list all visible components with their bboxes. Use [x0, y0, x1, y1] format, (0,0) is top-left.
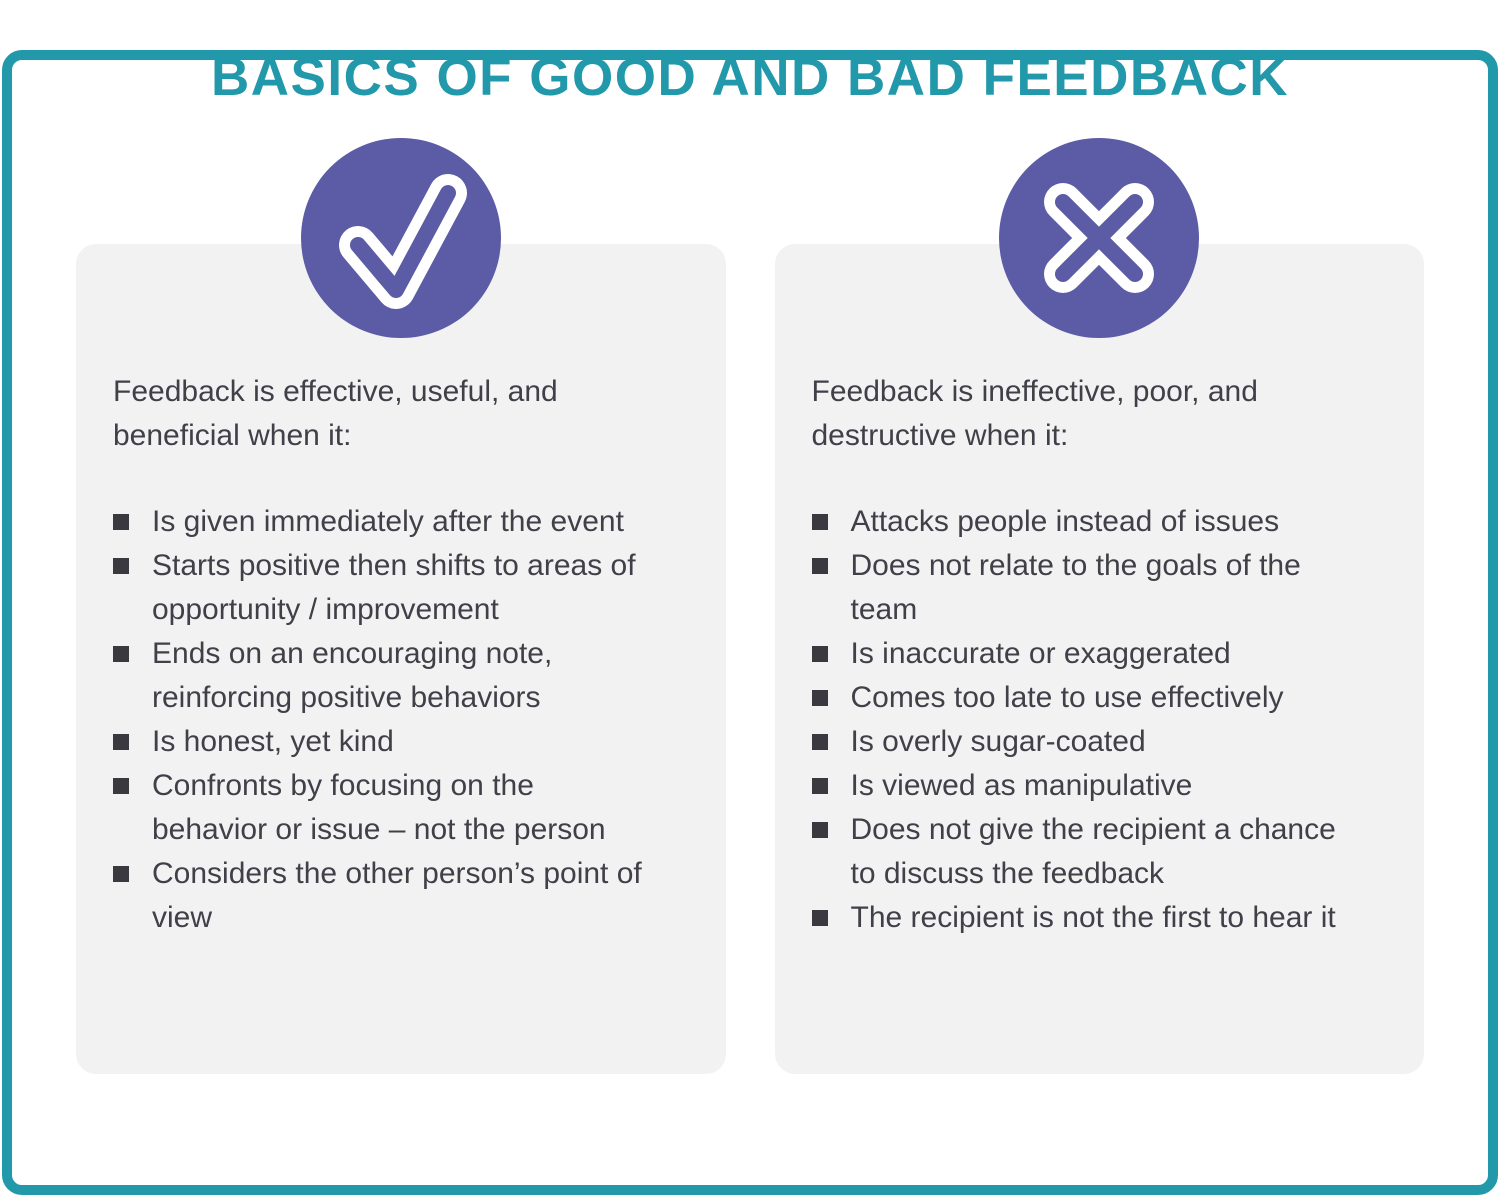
list-item: Is honest, yet kind	[113, 720, 686, 764]
list-item-text: Is honest, yet kind	[152, 725, 394, 758]
bullet-square-icon	[811, 646, 828, 662]
list-item-text: Ends on an encouraging note, reinforcing…	[152, 637, 553, 714]
list-item: Starts positive then shifts to areas of …	[113, 544, 686, 632]
list-item-text: Is inaccurate or exaggerated	[850, 637, 1231, 670]
list-item-text: Is given immediately after the event	[152, 505, 624, 538]
list-item-text: Confronts by focusing on the behavior or…	[152, 769, 606, 846]
list-item: Is overly sugar-coated	[811, 720, 1385, 764]
good-intro-text: Feedback is effective, useful, and benef…	[113, 375, 558, 452]
list-item: Is viewed as manipulative	[811, 764, 1385, 808]
list-item-text: Does not relate to the goals of the team	[850, 549, 1301, 626]
bullet-square-icon	[811, 778, 828, 794]
bullet-square-icon	[113, 778, 129, 794]
bad-feedback-card: Feedback is ineffective, poor, and destr…	[774, 244, 1424, 1074]
list-item-text: Attacks people instead of issues	[850, 505, 1280, 538]
bullet-square-icon	[811, 690, 828, 706]
list-item: Does not give the recipient a chance to …	[811, 808, 1385, 896]
bullet-square-icon	[113, 558, 129, 574]
list-item-text: Does not give the recipient a chance to …	[850, 813, 1336, 890]
list-item-text: The recipient is not the first to hear i…	[850, 901, 1336, 934]
list-item: Ends on an encouraging note, reinforcing…	[113, 632, 686, 720]
bad-intro-text: Feedback is ineffective, poor, and destr…	[811, 375, 1258, 452]
page-title: BASICS OF GOOD AND BAD FEEDBACK	[210, 48, 1290, 107]
list-item: Confronts by focusing on the behavior or…	[113, 764, 686, 852]
bad-feedback-list: Attacks people instead of issues Does no…	[811, 500, 1385, 940]
list-item-text: Is viewed as manipulative	[850, 769, 1193, 802]
list-item-text: Is overly sugar-coated	[850, 725, 1146, 758]
bullet-square-icon	[113, 866, 129, 882]
list-item: Attacks people instead of issues	[811, 500, 1385, 544]
list-item-text: Considers the other person’s point of vi…	[152, 857, 642, 934]
x-icon	[1044, 183, 1155, 293]
good-feedback-panel: Feedback is effective, useful, and benef…	[76, 138, 726, 1074]
list-item: Comes too late to use effectively	[811, 676, 1385, 720]
bullet-square-icon	[811, 734, 828, 750]
bad-feedback-panel: Feedback is ineffective, poor, and destr…	[774, 138, 1424, 1074]
good-feedback-badge	[300, 138, 501, 338]
list-item-text: Comes too late to use effectively	[850, 681, 1284, 714]
bad-feedback-badge	[999, 138, 1200, 338]
good-feedback-list: Is given immediately after the event Sta…	[113, 500, 686, 940]
list-item: Is inaccurate or exaggerated	[811, 632, 1385, 676]
check-icon	[338, 174, 467, 309]
bullet-square-icon	[811, 514, 828, 530]
bullet-square-icon	[811, 822, 828, 838]
bullet-square-icon	[113, 646, 129, 662]
list-item: Considers the other person’s point of vi…	[113, 852, 686, 940]
bullet-square-icon	[113, 514, 129, 530]
bullet-square-icon	[811, 910, 828, 926]
list-item: Is given immediately after the event	[113, 500, 686, 544]
two-column-layout: Feedback is effective, useful, and benef…	[0, 138, 1500, 1074]
bullet-square-icon	[811, 558, 828, 574]
list-item: Does not relate to the goals of the team	[811, 544, 1385, 632]
list-item-text: Starts positive then shifts to areas of …	[152, 549, 636, 626]
good-feedback-card: Feedback is effective, useful, and benef…	[76, 244, 726, 1074]
bullet-square-icon	[113, 734, 129, 750]
list-item: The recipient is not the first to hear i…	[811, 896, 1385, 940]
